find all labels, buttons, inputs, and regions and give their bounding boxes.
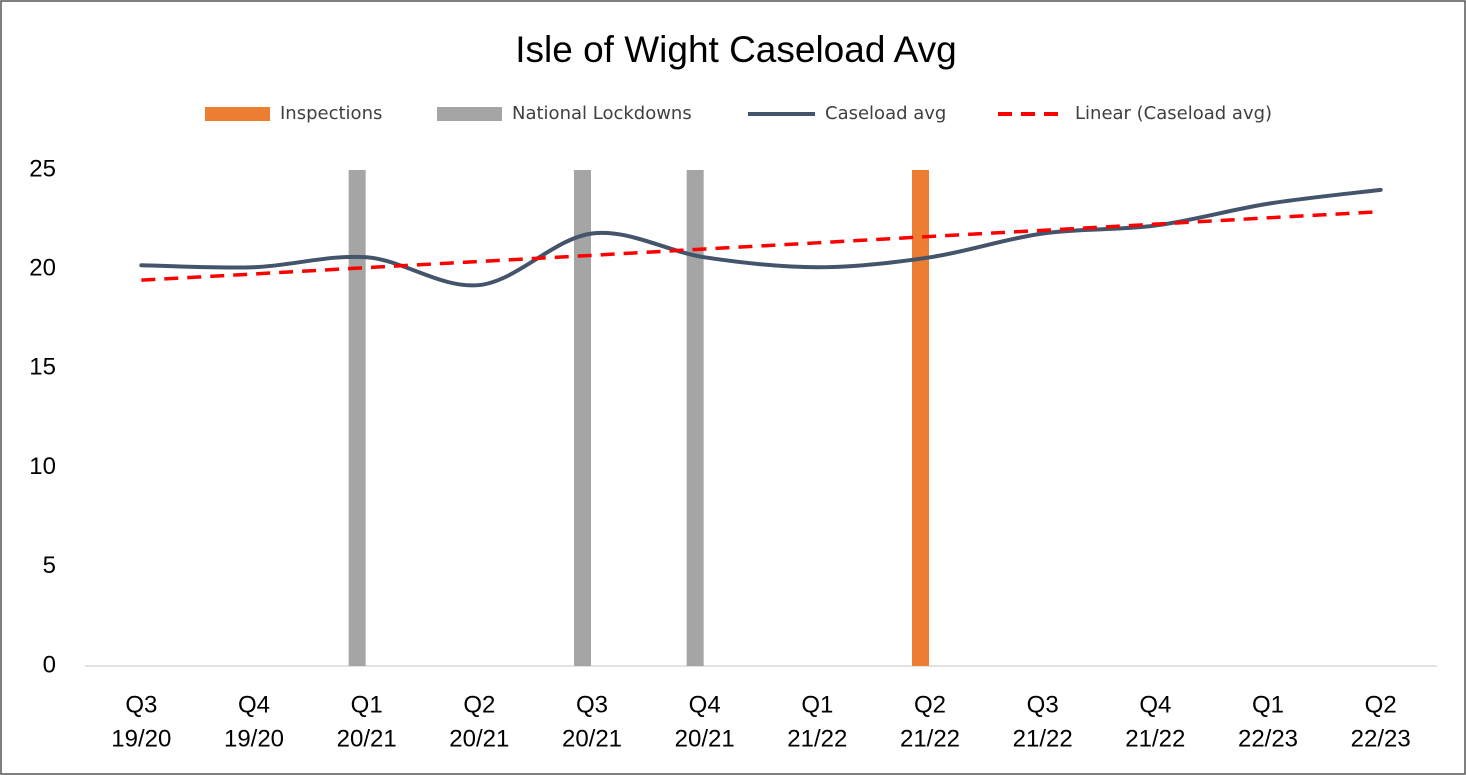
x-tick-label: 20/21 (449, 725, 509, 752)
x-tick-label: 20/21 (562, 725, 622, 752)
x-tick-label: 22/23 (1351, 725, 1411, 752)
x-tick-label: 20/21 (337, 725, 397, 752)
bar (348, 170, 366, 666)
x-tick-label: Q4 (1139, 691, 1171, 718)
x-tick-label: 19/20 (111, 725, 171, 752)
x-tick-label: Q1 (801, 691, 833, 718)
x-tick-label: Q3 (576, 691, 608, 718)
x-tick-label: Q3 (1027, 691, 1059, 718)
x-tick-label: 21/22 (1125, 725, 1185, 752)
bar (911, 170, 929, 666)
x-tick-label: Q3 (125, 691, 157, 718)
x-tick-label: 21/22 (900, 725, 960, 752)
x-tick-label: Q2 (1365, 691, 1397, 718)
x-tick-label: 20/21 (675, 725, 735, 752)
y-tick-label: 25 (29, 155, 56, 182)
bar (573, 170, 591, 666)
bar (686, 170, 704, 666)
x-tick-label: Q4 (238, 691, 270, 718)
y-tick-label: 20 (29, 255, 56, 282)
y-tick-label: 10 (29, 453, 56, 480)
x-tick-label: 22/23 (1238, 725, 1298, 752)
x-tick-label: Q2 (914, 691, 946, 718)
legend-label: Inspections (280, 103, 382, 124)
x-tick-label: 19/20 (224, 725, 284, 752)
x-tick-label: Q1 (351, 691, 383, 718)
chart-title: Isle of Wight Caseload Avg (515, 29, 957, 70)
x-tick-label: Q1 (1252, 691, 1284, 718)
y-tick-label: 15 (29, 354, 56, 381)
legend-swatch (205, 107, 270, 121)
legend-label: Linear (Caseload avg) (1075, 103, 1272, 124)
x-tick-label: Q2 (463, 691, 495, 718)
y-tick-label: 0 (43, 651, 56, 678)
x-tick-label: Q4 (689, 691, 721, 718)
y-tick-label: 5 (43, 552, 56, 579)
x-tick-label: 21/22 (1013, 725, 1073, 752)
legend-label: Caseload avg (825, 103, 946, 124)
legend-label: National Lockdowns (512, 103, 692, 124)
x-tick-label: 21/22 (787, 725, 847, 752)
legend-swatch (437, 107, 502, 121)
